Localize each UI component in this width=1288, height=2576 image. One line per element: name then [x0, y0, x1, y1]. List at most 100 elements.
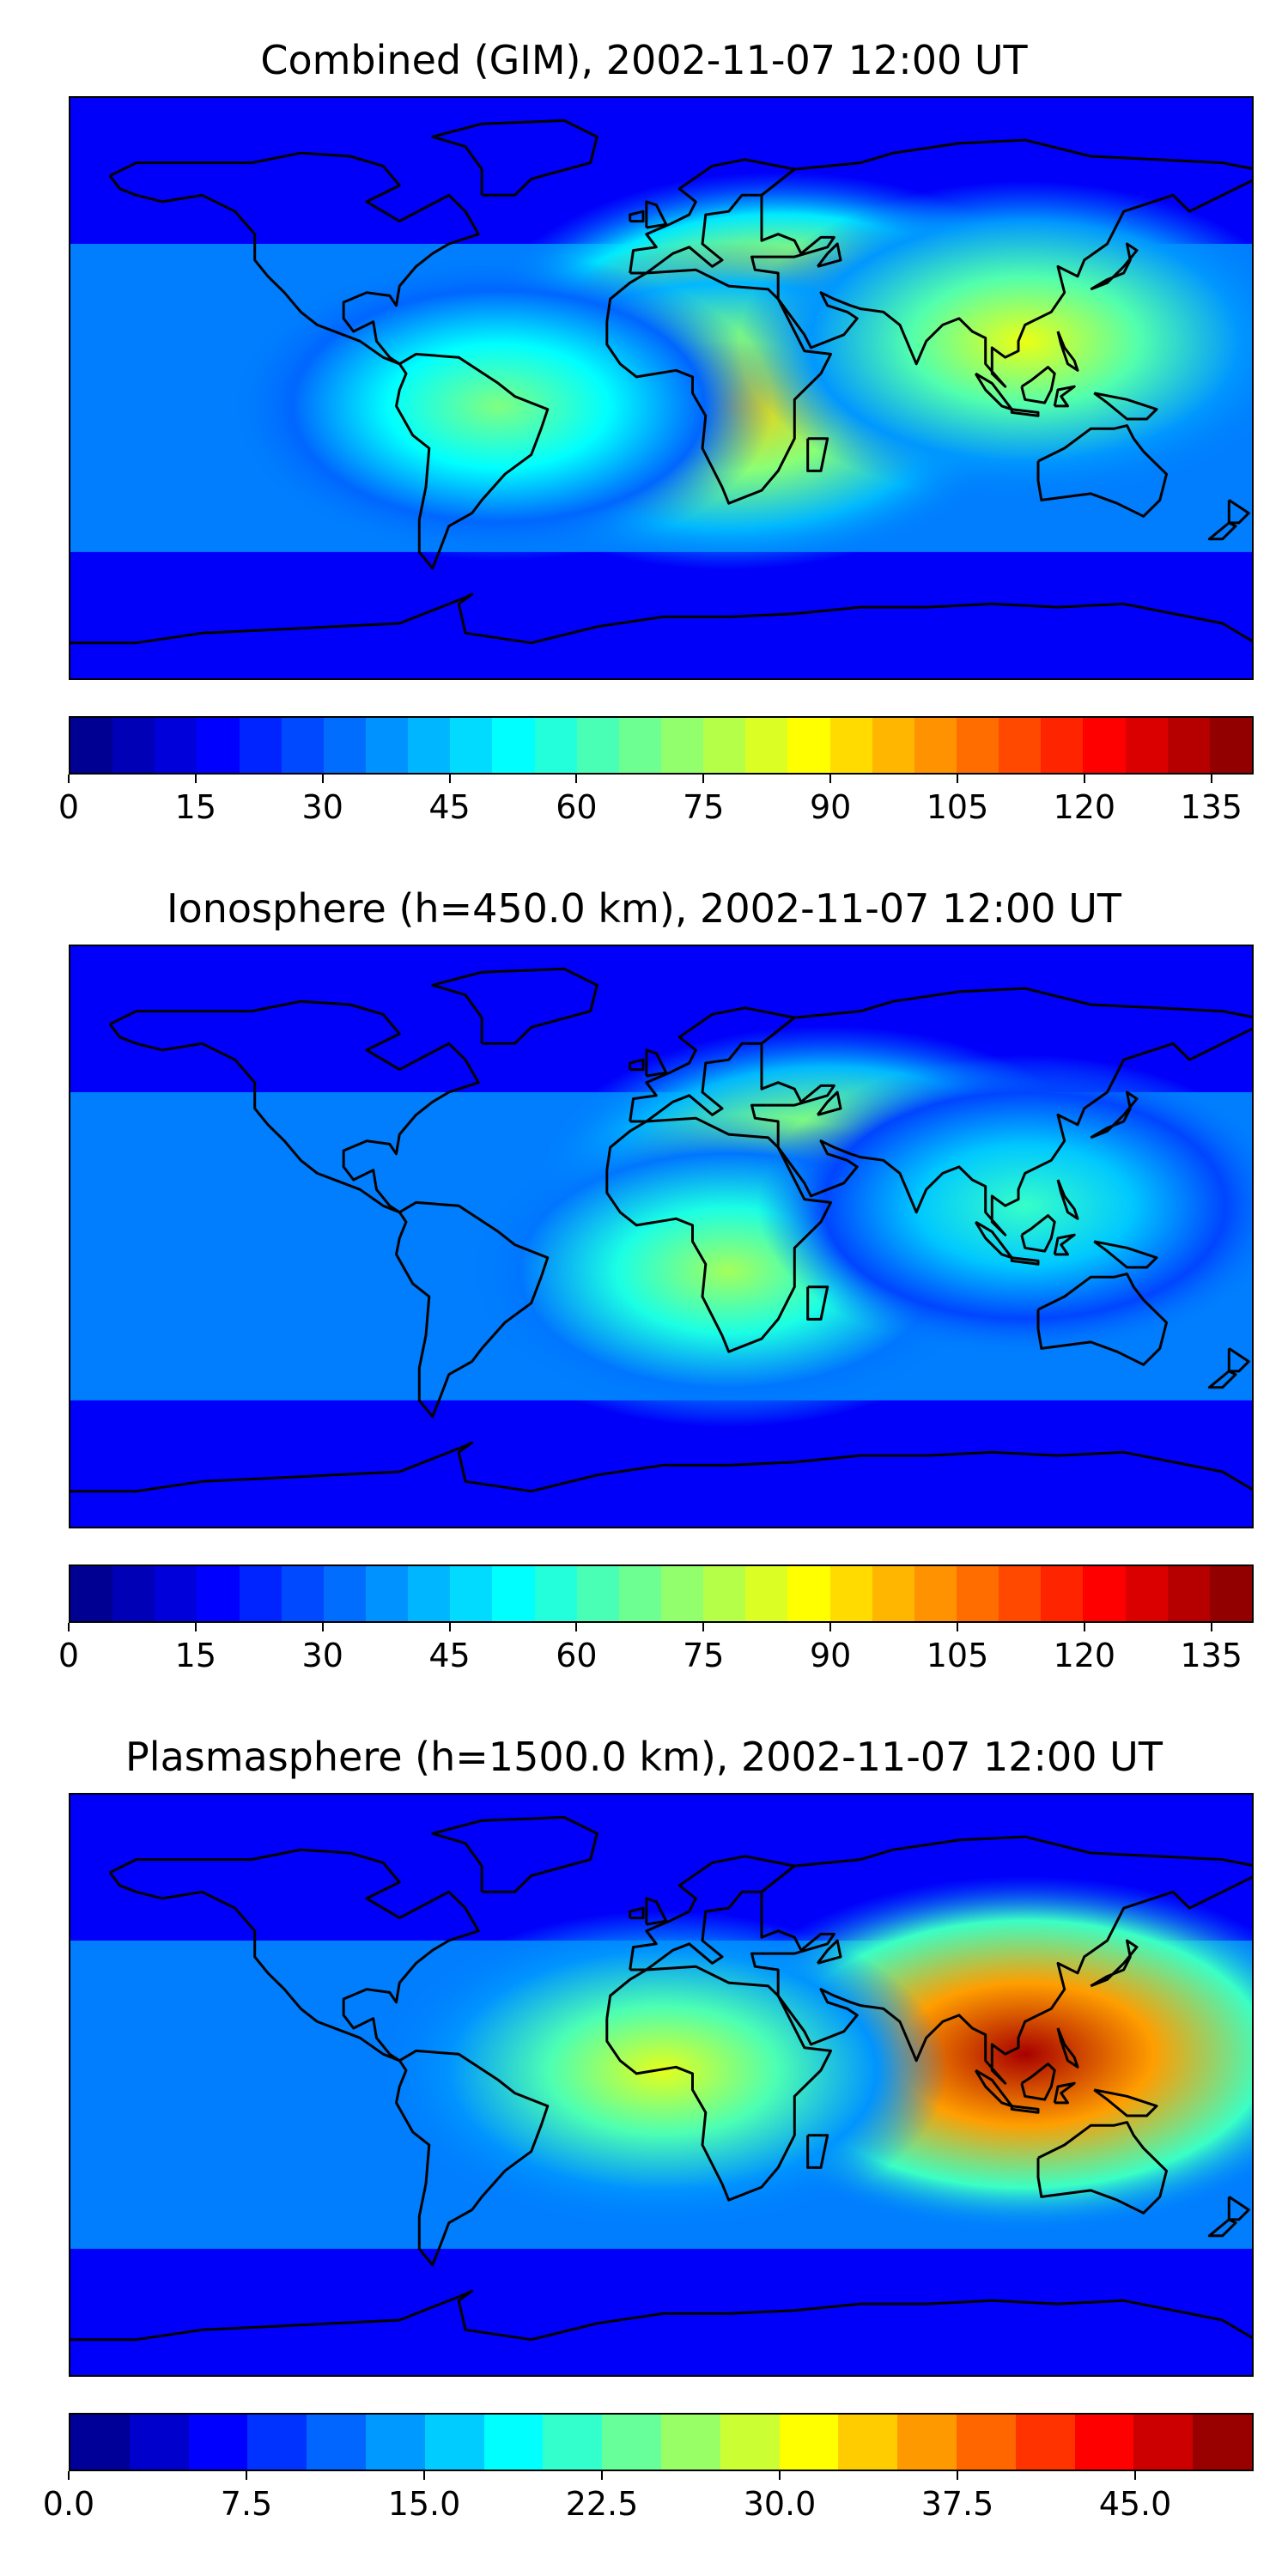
colorbar-tick-label: 15.0: [387, 2485, 461, 2523]
colorbar-segment: [779, 2415, 839, 2470]
coastline: [108, 999, 480, 1214]
colorbar-segment: [703, 1566, 746, 1621]
colorbar-tick-label: 135: [1180, 788, 1242, 826]
coastline: [645, 1897, 668, 1926]
colorbar-tick: [601, 2471, 603, 2480]
colorbar-segment: [1015, 2415, 1075, 2470]
colorbar-tick-label: 45: [428, 1637, 471, 1674]
colorbar-segment: [483, 2415, 544, 2470]
colorbar-segment: [999, 1566, 1042, 1621]
colorbar-tick: [321, 1623, 324, 1631]
colorbar-segment: [534, 718, 577, 773]
colorbar-segment: [618, 1566, 661, 1621]
colorbar-segment: [1193, 2415, 1252, 2470]
colorbar-segment: [576, 718, 619, 773]
colorbar-segment: [787, 1566, 830, 1621]
colorbar-tick-label: 15: [174, 1637, 217, 1674]
panel-title: Plasmasphere (h=1500.0 km), 2002-11-07 1…: [125, 1734, 1163, 1780]
colorbar-segment: [1209, 1566, 1252, 1621]
colorbar-segment: [155, 718, 197, 773]
colorbar-tick: [1134, 2471, 1136, 2480]
colorbar-segment: [872, 718, 914, 773]
colorbar-segment: [956, 2415, 1016, 2470]
coastline: [817, 1939, 842, 1965]
colorbar-tick: [957, 775, 958, 783]
colorbar-segment: [323, 718, 366, 773]
coastline: [70, 592, 1252, 645]
colorbar-segment: [307, 2415, 366, 2470]
coastline: [1093, 1240, 1158, 1269]
colorbar-segment: [408, 1566, 451, 1621]
colorbar-segment: [829, 718, 872, 773]
colorbar-tick-label: 30.0: [743, 2485, 817, 2523]
coastline: [645, 200, 668, 229]
coastline: [395, 1200, 550, 1419]
coastline: [817, 1091, 842, 1116]
colorbar-ticks: 0.0 7.5 15.0 22.5 30.0 37.5 45.0: [43, 2471, 1254, 2523]
coastline: [974, 1220, 1013, 1260]
colorbar-segment: [1074, 2415, 1134, 2470]
coastline: [806, 437, 829, 472]
colorbar-tick-label: 75: [683, 788, 725, 826]
coastline: [431, 1815, 598, 1893]
colorbar-tick: [448, 775, 451, 783]
colorbar-tick-label: 45.0: [1098, 2485, 1172, 2523]
map-svg: [70, 1795, 1252, 2375]
coastline: [750, 138, 1252, 388]
colorbar-segment: [838, 2415, 898, 2470]
coastline: [1020, 366, 1056, 404]
colorbar-segment: [1209, 718, 1252, 773]
colorbar-tick: [194, 775, 197, 783]
colorbar-tick-label: 90: [809, 1637, 852, 1674]
colorbar-tick: [829, 775, 832, 783]
colorbar-segment: [618, 718, 661, 773]
coastline: [108, 151, 480, 366]
colorbar-tick: [1083, 1623, 1085, 1631]
colorbar-segment: [247, 2415, 307, 2470]
colorbar-tick: [702, 775, 705, 783]
tec-hotspot: [223, 251, 774, 561]
colorbar-segment: [703, 718, 746, 773]
colorbar-tick-label: 75: [683, 1637, 725, 1674]
colorbar-tick: [321, 775, 324, 783]
colorbar-segment: [365, 718, 409, 773]
colorbar-tick-label: 135: [1180, 1637, 1242, 1674]
colorbar-segment: [1041, 1566, 1084, 1621]
colorbar-segment: [450, 718, 493, 773]
map-svg: [70, 98, 1252, 678]
coastline: [1093, 392, 1158, 421]
colorbar-tick-label: 105: [926, 1637, 989, 1674]
colorbar-tick: [68, 775, 70, 783]
coastline: [108, 1848, 480, 2063]
tec-map: [69, 1793, 1254, 2377]
coastline: [1227, 499, 1250, 525]
coastline: [1207, 1370, 1237, 1389]
colorbar-segment: [1167, 718, 1210, 773]
colorbar-tick: [829, 1623, 832, 1631]
coastline: [1020, 2063, 1056, 2101]
colorbar-segment: [543, 2415, 603, 2470]
colorbar-segment: [1041, 718, 1084, 773]
colorbar-segment: [365, 1566, 409, 1621]
coastline: [70, 1441, 1252, 1493]
colorbar-segment: [897, 2415, 957, 2470]
colorbar-tick: [423, 2471, 425, 2480]
colorbar-tick-label: 90: [809, 788, 852, 826]
colorbar-tick: [246, 2471, 247, 2480]
coastline: [1036, 2121, 1168, 2215]
colorbar-tick: [448, 1623, 451, 1631]
colorbar-tick-label: 60: [556, 1637, 598, 1674]
colorbar-segment: [602, 2415, 661, 2470]
colorbar-tick-label: 30: [301, 1637, 343, 1674]
coastline: [431, 967, 598, 1045]
colorbar-tick: [1083, 775, 1085, 783]
colorbar-segment: [70, 1566, 113, 1621]
colorbar-tick-label: 120: [1053, 788, 1116, 826]
colorbar-tick: [1210, 775, 1212, 783]
colorbar-segment: [660, 2415, 720, 2470]
colorbar-tick: [194, 1623, 197, 1631]
colorbar-tick-label: 60: [556, 788, 598, 826]
coastline: [605, 268, 832, 505]
colorbar-segment: [112, 718, 155, 773]
colorbar-tick-label: 30: [301, 788, 343, 826]
